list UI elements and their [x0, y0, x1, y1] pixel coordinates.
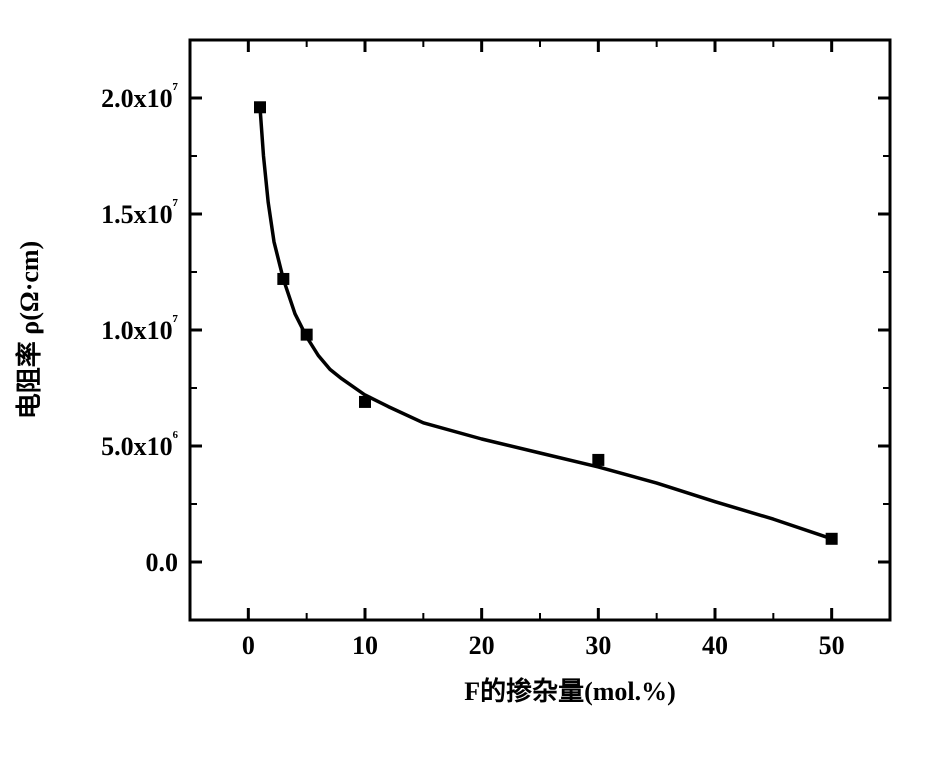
y-tick-label: 1.0x10⁷	[101, 311, 179, 345]
data-point	[359, 396, 371, 408]
y-axis-label: 电阻率 ρ(Ω·cm)	[14, 241, 44, 419]
x-tick-label: 30	[585, 631, 611, 660]
x-tick-label: 0	[242, 631, 255, 660]
y-tick-label: 0.0	[146, 548, 179, 577]
x-axis-label: F的掺杂量(mol.%)	[464, 676, 676, 706]
chart-svg: 0 10 20 30 40 50 0.0 5.0x10⁶ 1.0x10⁷ 1.5x10⁷ 2.0x1…	[0, 0, 938, 764]
data-point	[277, 273, 289, 285]
x-tick-label: 50	[819, 631, 845, 660]
y-tick-label: 2.0x10⁷	[101, 79, 179, 113]
chart-container: 0 10 20 30 40 50 0.0 5.0x10⁶ 1.0x10⁷ 1.5x10⁷ 2.0x1…	[0, 0, 938, 764]
data-point	[301, 329, 313, 341]
data-point	[592, 454, 604, 466]
data-point	[826, 533, 838, 545]
y-tick-label: 1.5x10⁷	[101, 195, 179, 229]
data-point	[254, 101, 266, 113]
y-tick-label: 5.0x10⁶	[101, 427, 179, 461]
x-tick-label: 10	[352, 631, 378, 660]
x-tick-label: 20	[469, 631, 495, 660]
x-tick-label: 40	[702, 631, 728, 660]
